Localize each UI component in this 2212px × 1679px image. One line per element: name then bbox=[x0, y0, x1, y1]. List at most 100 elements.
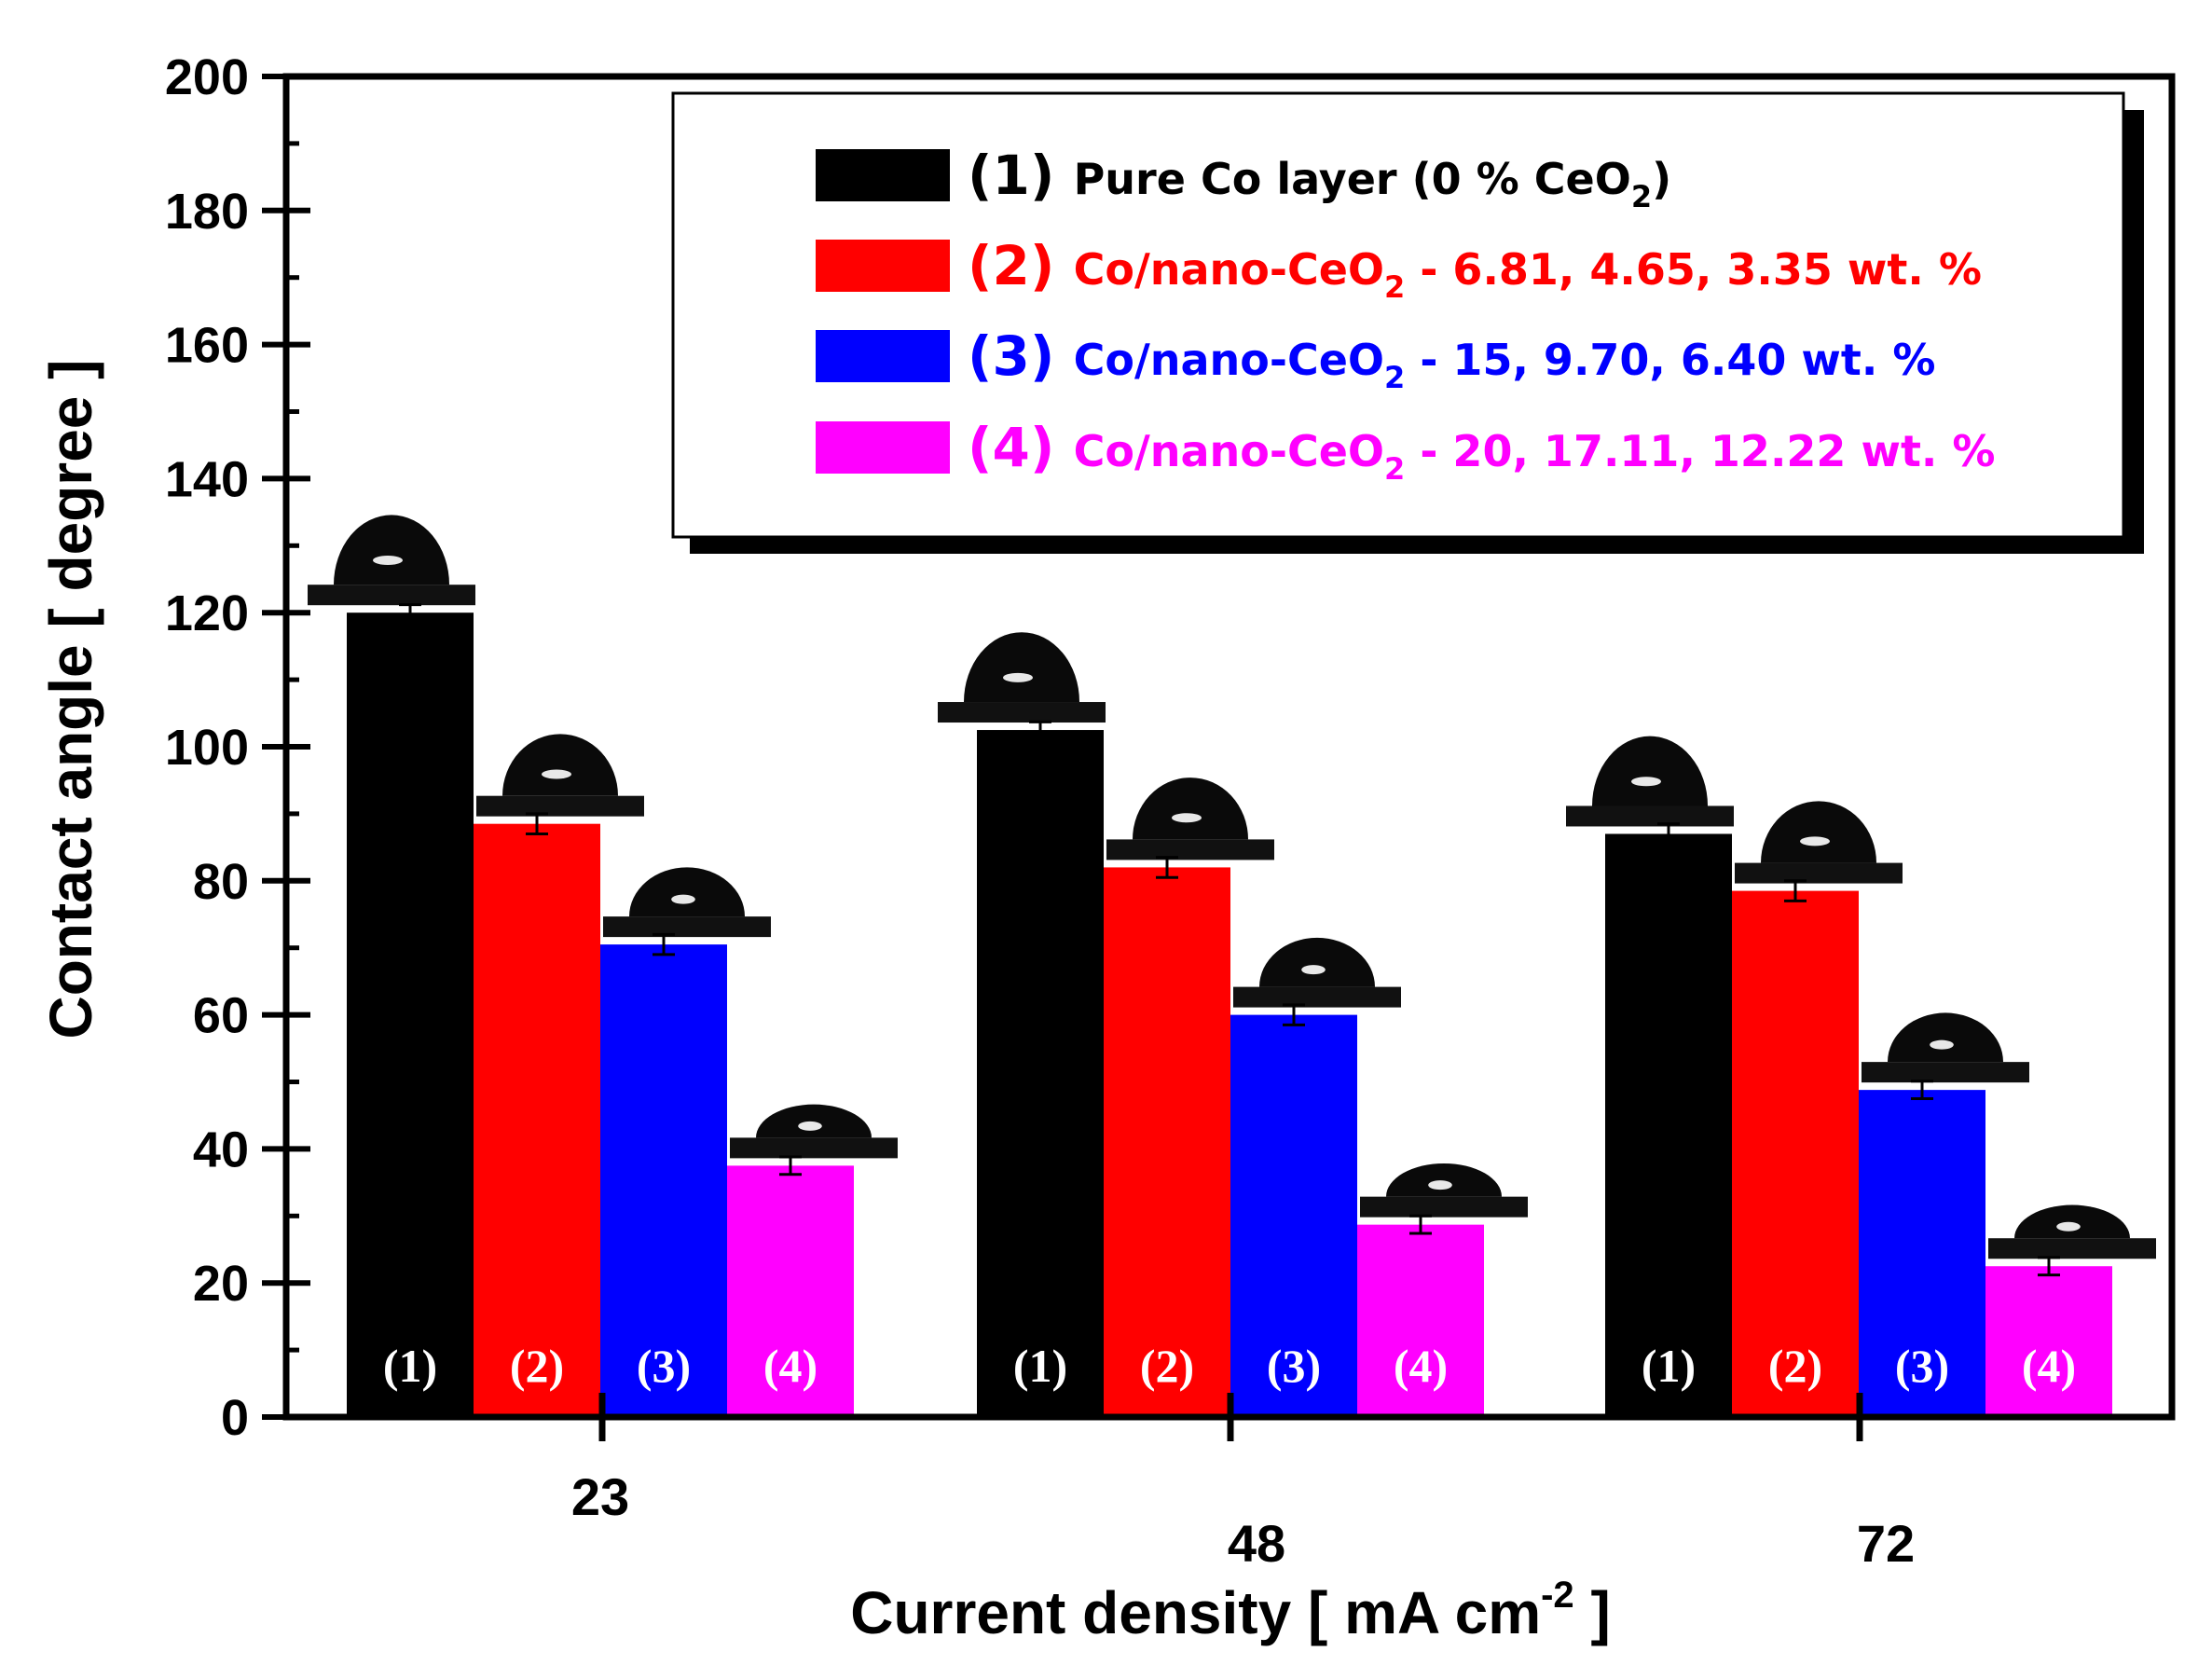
droplet-image-23-2 bbox=[476, 734, 644, 817]
bar-72-4 bbox=[1985, 1266, 2112, 1417]
bar-72-2 bbox=[1732, 890, 1859, 1417]
droplet-shape bbox=[334, 515, 449, 585]
droplet-image-48-4 bbox=[1360, 1163, 1528, 1218]
legend-label-2: (2) Co/nano-CeO2 - 6.81, 4.65, 3.35 wt. … bbox=[968, 234, 1982, 305]
legend-number-3: (3) bbox=[968, 324, 1074, 388]
droplet-shape bbox=[502, 734, 618, 796]
y-tick-label-140: 140 bbox=[165, 451, 249, 507]
y-axis: 0 20 40 60 80 100 120 140 160 180 200 bbox=[165, 49, 310, 1446]
droplet-highlight bbox=[1003, 672, 1033, 682]
x-tick-label-48: 48 bbox=[1228, 1514, 1285, 1573]
droplet-highlight bbox=[1930, 1039, 1954, 1050]
y-tick-label-60: 60 bbox=[193, 988, 249, 1044]
bar-23-4 bbox=[727, 1165, 854, 1417]
droplet-shape bbox=[1888, 1012, 2003, 1063]
droplet-highlight bbox=[542, 769, 571, 779]
bar-72-1 bbox=[1605, 833, 1732, 1417]
droplet-highlight bbox=[798, 1121, 822, 1131]
bar-number-label-23-2: (2) bbox=[510, 1340, 564, 1392]
droplet-image-72-3 bbox=[1862, 1012, 2029, 1083]
bar-number-label-72-3: (3) bbox=[1895, 1340, 1949, 1392]
droplet-highlight bbox=[1172, 813, 1202, 823]
droplet-image-72-2 bbox=[1735, 801, 1903, 884]
legend-swatch-1 bbox=[816, 149, 950, 201]
bar-number-label-48-4: (4) bbox=[1394, 1340, 1448, 1392]
legend-number-2: (2) bbox=[968, 234, 1074, 297]
legend-subscript-3: 2 bbox=[1384, 360, 1405, 395]
y-tick-label-200: 200 bbox=[165, 49, 249, 105]
y-tick-label-160: 160 bbox=[165, 318, 249, 374]
droplet-substrate bbox=[1566, 805, 1734, 827]
droplet-substrate bbox=[1735, 862, 1903, 884]
bar-number-label-72-1: (1) bbox=[1642, 1340, 1696, 1392]
droplet-image-23-1 bbox=[308, 515, 475, 606]
legend-tail-4: - 20, 17.11, 12.22 wt. % bbox=[1405, 426, 1995, 476]
bar-number-label-23-4: (4) bbox=[763, 1340, 817, 1392]
droplet-shape bbox=[1259, 937, 1375, 987]
bar-72-3 bbox=[1859, 1090, 1985, 1417]
droplet-highlight bbox=[1800, 836, 1830, 846]
legend-swatch-2 bbox=[816, 240, 950, 292]
droplet-image-23-4 bbox=[730, 1104, 898, 1159]
x-axis-title-main: Current density [ mA cm bbox=[850, 1579, 1541, 1646]
x-tick-label-72: 72 bbox=[1857, 1514, 1915, 1573]
droplet-shape bbox=[1133, 778, 1248, 840]
y-tick-label-180: 180 bbox=[165, 184, 249, 240]
legend-label-1: (1) Pure Co layer (0 % CeO2) bbox=[968, 144, 1671, 214]
bars-layer bbox=[347, 612, 2112, 1417]
droplet-substrate bbox=[938, 702, 1106, 723]
droplet-substrate bbox=[1233, 986, 1401, 1008]
droplet-highlight bbox=[373, 556, 403, 566]
legend: (1) Pure Co layer (0 % CeO2) (2) Co/nano-… bbox=[671, 91, 2144, 554]
x-tick-label-23: 23 bbox=[571, 1467, 629, 1526]
droplet-highlight bbox=[1428, 1180, 1452, 1190]
legend-number-4: (4) bbox=[968, 416, 1074, 479]
y-axis-title: Contact angle [ degree ] bbox=[37, 360, 104, 1039]
bar-48-1 bbox=[977, 730, 1104, 1417]
droplet-substrate bbox=[730, 1137, 898, 1159]
droplet-shape bbox=[1592, 736, 1708, 806]
droplet-substrate bbox=[308, 585, 475, 606]
bar-number-label-23-1: (1) bbox=[383, 1340, 437, 1392]
bar-number-label-72-2: (2) bbox=[1768, 1340, 1822, 1392]
droplet-highlight bbox=[1301, 965, 1326, 975]
droplet-highlight bbox=[671, 894, 695, 904]
legend-swatch-3 bbox=[816, 330, 950, 382]
legend-items: (1) Pure Co layer (0 % CeO2) (2) Co/nano-… bbox=[816, 144, 1996, 487]
legend-label-4: (4) Co/nano-CeO2 - 20, 17.11, 12.22 wt. … bbox=[968, 416, 1996, 487]
droplet-substrate bbox=[476, 795, 644, 817]
bar-23-1 bbox=[347, 612, 474, 1417]
bar-number-label-72-4: (4) bbox=[2022, 1340, 2076, 1392]
x-axis: 23 48 72 bbox=[571, 1393, 1915, 1573]
droplet-shape bbox=[1386, 1163, 1502, 1197]
legend-tail-3: - 15, 9.70, 6.40 wt. % bbox=[1405, 335, 1935, 385]
droplet-highlight bbox=[2056, 1221, 2081, 1232]
x-axis-title-sup: -2 bbox=[1541, 1575, 1574, 1616]
bar-48-2 bbox=[1104, 867, 1230, 1417]
legend-swatch-4 bbox=[816, 421, 950, 474]
droplet-shape bbox=[1761, 801, 1876, 863]
droplet-image-48-2 bbox=[1106, 778, 1274, 860]
bar-number-labels-layer: (1) (2) (3) (4) (1) (2) (3) (4) (1) (2) (3) (4) bbox=[383, 1340, 2076, 1392]
error-bars-layer bbox=[399, 603, 2060, 1277]
bar-number-label-23-3: (3) bbox=[637, 1340, 691, 1392]
droplet-image-72-4 bbox=[1988, 1204, 2156, 1259]
droplet-substrate bbox=[1862, 1062, 2029, 1083]
droplet-shape bbox=[964, 632, 1079, 703]
y-tick-label-20: 20 bbox=[193, 1256, 249, 1312]
droplet-shape bbox=[756, 1104, 872, 1138]
droplet-substrate bbox=[1988, 1238, 2156, 1259]
y-tick-label-80: 80 bbox=[193, 854, 249, 910]
legend-text-4: Co/nano-CeO bbox=[1074, 426, 1384, 476]
legend-subscript-2: 2 bbox=[1384, 269, 1405, 305]
legend-tail-1: ) bbox=[1652, 154, 1671, 204]
droplet-substrate bbox=[603, 916, 771, 938]
droplet-image-48-3 bbox=[1233, 937, 1401, 1008]
droplet-image-72-1 bbox=[1566, 736, 1734, 827]
legend-label-3: (3) Co/nano-CeO2 - 15, 9.70, 6.40 wt. % bbox=[968, 324, 1936, 395]
bar-48-4 bbox=[1357, 1224, 1484, 1417]
legend-tail-2: - 6.81, 4.65, 3.35 wt. % bbox=[1405, 244, 1982, 295]
x-axis-title: Current density [ mA cm-2 ] bbox=[850, 1575, 1611, 1646]
x-axis-title-end: ] bbox=[1574, 1579, 1611, 1646]
droplet-substrate bbox=[1106, 839, 1274, 860]
